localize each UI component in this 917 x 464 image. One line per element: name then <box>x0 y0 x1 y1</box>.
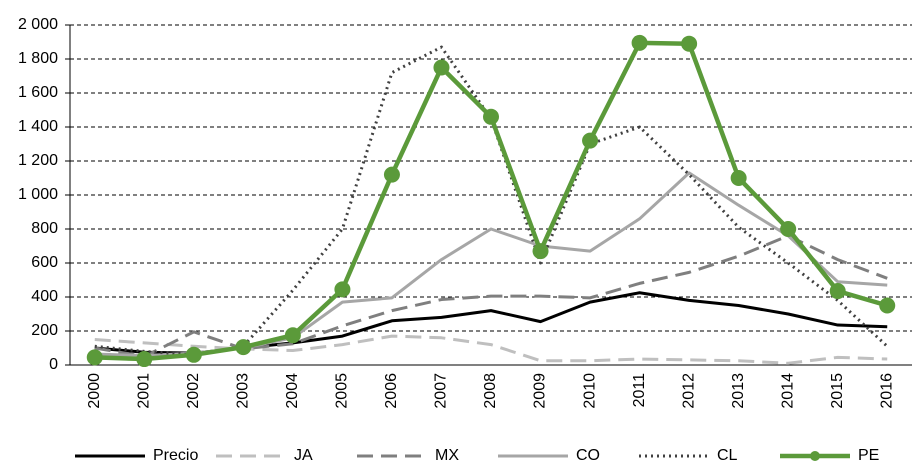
y-tick-label: 600 <box>31 254 58 271</box>
x-tick-label: 2016 <box>878 373 895 409</box>
legend-label: PE <box>858 447 879 464</box>
x-tick-label: 2001 <box>136 373 153 409</box>
y-tick-label: 1 200 <box>18 152 58 169</box>
point <box>483 108 499 125</box>
x-tick-label: 2006 <box>383 373 400 409</box>
legend-label: MX <box>435 447 459 464</box>
point <box>829 283 846 300</box>
y-tick-label: 2 000 <box>18 16 58 33</box>
legend-label: CO <box>576 447 600 464</box>
x-tick-label: 2011 <box>631 373 648 408</box>
x-tick-label: 2014 <box>779 373 796 409</box>
y-tick-label: 200 <box>31 322 58 339</box>
x-tick-label: 2012 <box>680 373 697 409</box>
point <box>334 281 351 298</box>
x-tick-label: 2004 <box>284 373 301 409</box>
x-tick-label: 2000 <box>86 373 103 409</box>
x-tick-label: 2005 <box>334 373 351 409</box>
series-line <box>94 171 888 358</box>
y-tick-label: 1 600 <box>18 84 58 101</box>
point <box>879 297 896 314</box>
point <box>780 221 797 237</box>
point <box>681 35 698 52</box>
x-tick-label: 2009 <box>532 373 549 409</box>
x-tick-label: 2007 <box>433 373 450 409</box>
point <box>235 339 252 356</box>
y-tick-label: 1 800 <box>18 50 58 67</box>
point <box>582 132 599 149</box>
point <box>185 346 202 363</box>
point <box>383 166 400 183</box>
y-tick-label: 0 <box>49 356 58 373</box>
x-tick-label: 2003 <box>235 373 252 409</box>
point <box>532 243 549 260</box>
series-line <box>94 234 888 358</box>
legend-label: JA <box>294 447 313 464</box>
point <box>631 34 648 51</box>
y-tick-label: 400 <box>31 288 58 305</box>
point <box>136 351 153 368</box>
point <box>86 349 103 366</box>
y-tick-label: 1 400 <box>18 118 58 135</box>
y-tick-label: 1 000 <box>18 186 58 203</box>
point <box>730 170 747 186</box>
legend-label: CL <box>717 447 738 464</box>
legend-label: Precio <box>153 447 198 464</box>
point <box>284 327 301 344</box>
x-tick-label: 2008 <box>482 373 499 409</box>
x-tick-label: 2015 <box>829 373 846 409</box>
x-tick-label: 2013 <box>730 373 747 409</box>
point <box>433 59 450 76</box>
legend-marker <box>810 451 820 461</box>
x-tick-label: 2002 <box>185 373 202 409</box>
y-tick-label: 800 <box>31 220 58 237</box>
x-tick-label: 2010 <box>581 373 598 409</box>
